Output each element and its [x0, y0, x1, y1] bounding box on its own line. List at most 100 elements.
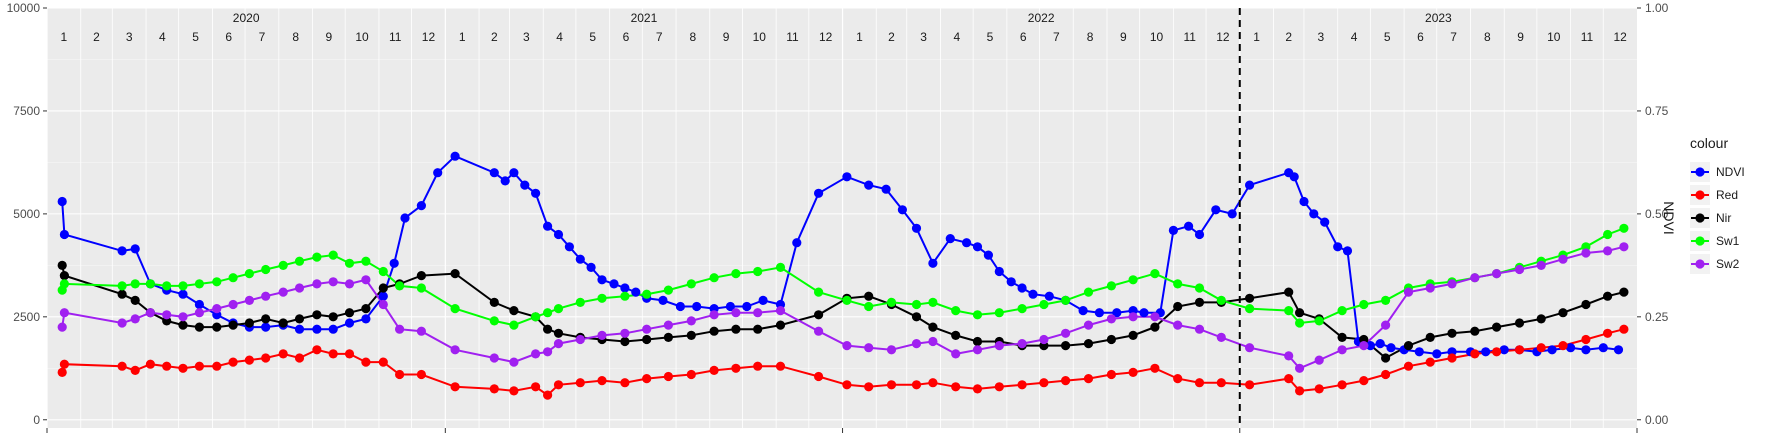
- data-point: [145, 279, 155, 289]
- data-point: [344, 308, 355, 318]
- y-tick-label: 5000: [13, 207, 40, 221]
- data-point: [212, 322, 222, 332]
- data-point: [212, 304, 222, 314]
- data-point: [675, 301, 686, 312]
- data-point: [328, 324, 338, 334]
- data-point: [450, 269, 460, 279]
- data-point: [1289, 172, 1299, 182]
- data-point: [1106, 314, 1116, 324]
- month-label: 7: [1053, 30, 1060, 44]
- data-point: [130, 295, 140, 305]
- data-point: [294, 256, 305, 266]
- data-point: [395, 324, 405, 334]
- month-label: 2: [93, 30, 100, 44]
- data-point: [344, 279, 355, 289]
- data-point: [1150, 312, 1160, 322]
- data-point: [1017, 339, 1027, 349]
- data-point: [312, 345, 322, 355]
- data-point: [911, 223, 922, 233]
- data-point: [1514, 345, 1525, 355]
- data-point: [1309, 209, 1319, 219]
- month-label: 2: [491, 30, 498, 44]
- y-tick-label: 0: [33, 413, 40, 427]
- data-point: [1558, 308, 1568, 318]
- data-point: [1603, 229, 1613, 240]
- data-point: [814, 188, 824, 198]
- data-point: [1581, 248, 1591, 258]
- data-point: [1006, 277, 1016, 287]
- y2-tick-label: 0.00: [1645, 413, 1669, 427]
- month-label: 6: [1020, 30, 1027, 44]
- data-point: [59, 271, 69, 281]
- data-point: [194, 299, 204, 310]
- data-point: [1106, 334, 1116, 345]
- data-point: [178, 320, 188, 330]
- data-point: [742, 301, 752, 312]
- data-point: [1150, 269, 1160, 279]
- data-point: [1017, 283, 1027, 293]
- data-point: [1028, 289, 1038, 299]
- month-label: 10: [355, 30, 369, 44]
- data-point: [531, 382, 541, 392]
- data-point: [994, 382, 1004, 392]
- data-point: [59, 279, 69, 289]
- data-point: [228, 357, 238, 367]
- data-point: [59, 359, 69, 369]
- data-point: [416, 326, 426, 336]
- data-point: [842, 295, 852, 305]
- data-point: [753, 308, 763, 318]
- data-point: [1499, 345, 1509, 355]
- data-point: [1359, 376, 1369, 386]
- data-point: [692, 301, 702, 312]
- data-point: [1295, 386, 1305, 396]
- data-point: [212, 277, 222, 287]
- data-point: [1492, 322, 1502, 332]
- data-point: [620, 328, 630, 338]
- data-point: [1619, 287, 1629, 297]
- data-point: [344, 258, 355, 268]
- data-point: [261, 314, 271, 324]
- data-point: [731, 324, 741, 334]
- data-point: [575, 334, 585, 345]
- year-label: 2021: [631, 11, 658, 25]
- data-point: [575, 254, 585, 264]
- data-point: [864, 382, 874, 392]
- data-point: [864, 291, 874, 301]
- data-point: [57, 322, 67, 332]
- data-point: [1112, 308, 1122, 318]
- y-tick-label: 10000: [7, 1, 41, 15]
- data-point: [1017, 380, 1027, 390]
- month-label: 9: [1517, 30, 1524, 44]
- data-point: [1039, 378, 1049, 388]
- data-point: [620, 291, 630, 301]
- data-point: [59, 308, 69, 318]
- data-point: [586, 262, 596, 272]
- data-point: [951, 306, 961, 316]
- data-point: [378, 357, 388, 367]
- data-point: [814, 310, 824, 320]
- data-point: [1083, 287, 1094, 297]
- data-point: [378, 291, 388, 301]
- data-point: [1245, 304, 1255, 314]
- month-label: 2: [1285, 30, 1292, 44]
- data-point: [842, 341, 852, 351]
- month-label: 11: [786, 30, 799, 44]
- data-point: [1381, 295, 1391, 305]
- data-point: [1320, 217, 1330, 227]
- data-point: [886, 297, 897, 307]
- data-point: [344, 349, 355, 359]
- data-point: [117, 361, 127, 371]
- data-point: [1284, 287, 1294, 297]
- data-point: [1492, 347, 1502, 357]
- data-point: [553, 339, 564, 349]
- data-point: [597, 376, 607, 386]
- data-point: [1128, 367, 1138, 377]
- data-point: [1381, 320, 1391, 330]
- data-point: [416, 369, 426, 380]
- data-point: [294, 324, 305, 334]
- data-point: [509, 168, 519, 178]
- legend-label: Sw2: [1716, 257, 1740, 271]
- month-label: 10: [753, 30, 767, 44]
- data-point: [753, 361, 763, 371]
